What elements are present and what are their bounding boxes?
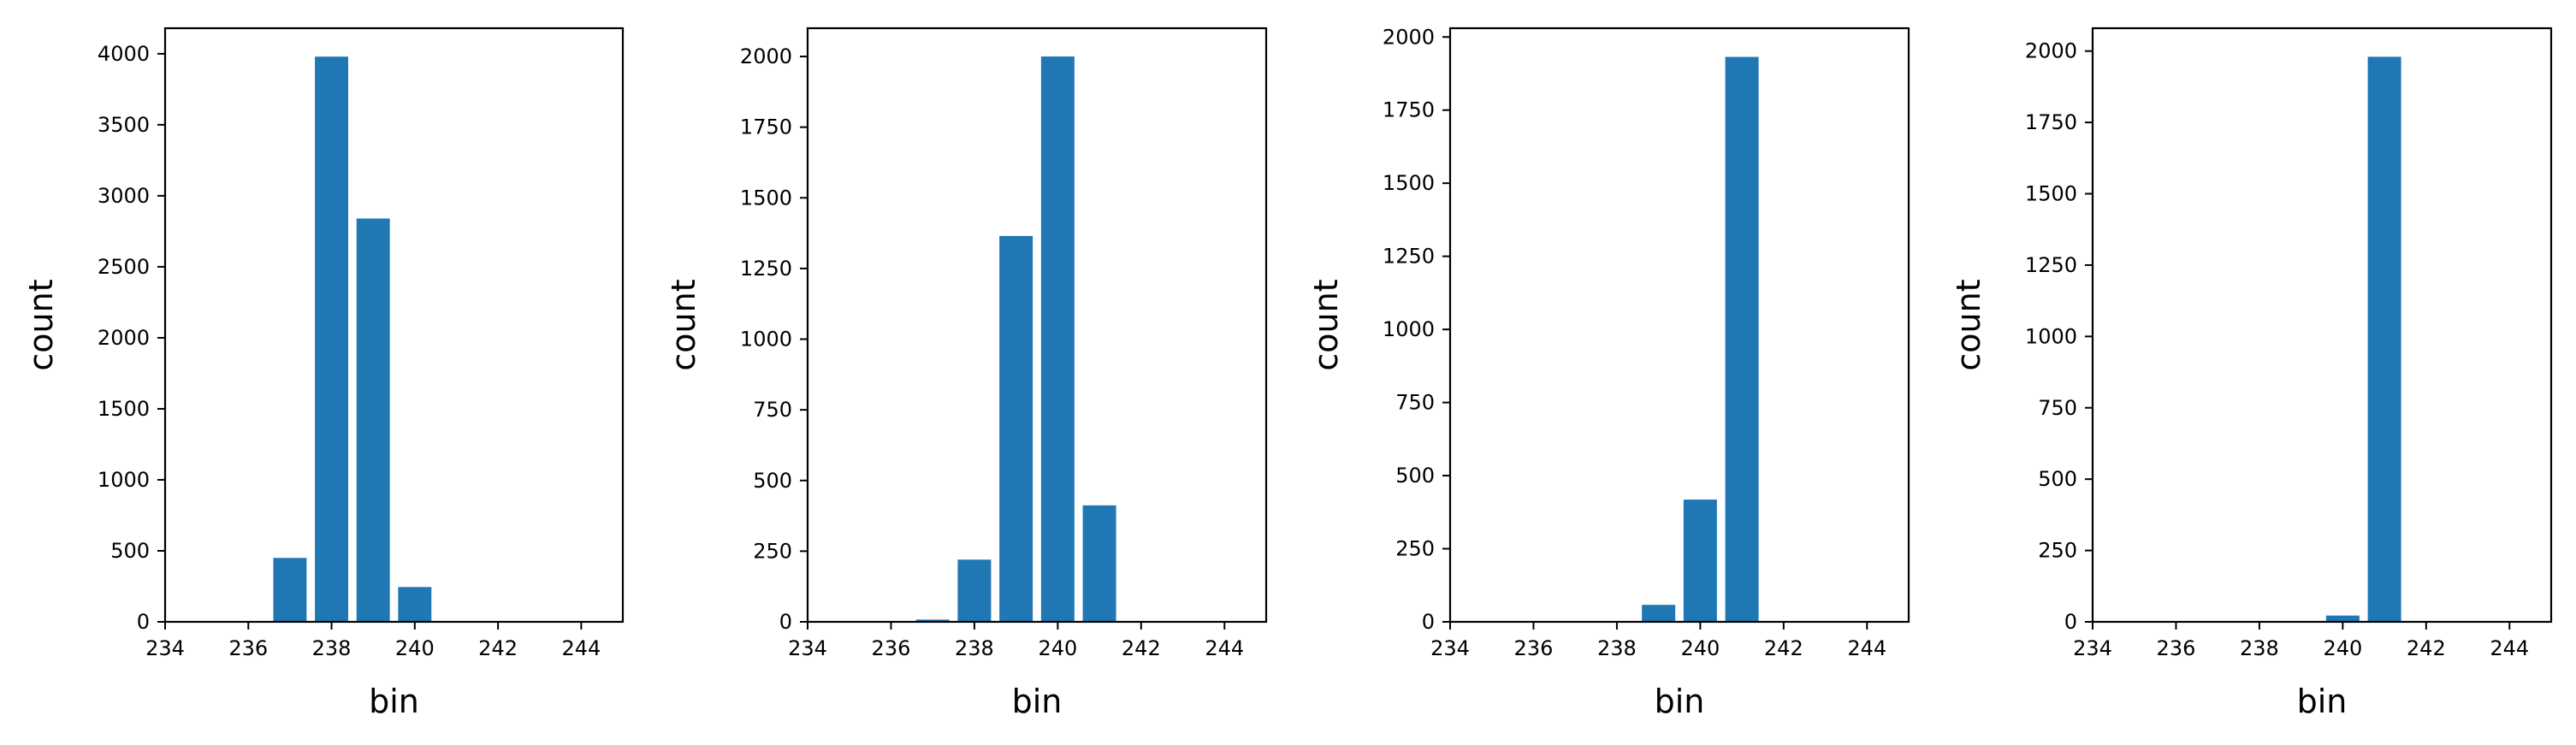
x-tick-label: 236 [1514,636,1554,660]
y-tick-label: 1750 [1383,98,1435,122]
y-tick-label: 0 [779,610,792,634]
axes-frame [2091,27,2553,624]
bar [315,56,348,622]
y-tick-label: 1750 [2025,110,2077,134]
bar [2367,56,2401,623]
x-tick-label: 242 [2407,636,2446,660]
x-tick-label: 234 [145,636,185,660]
y-tick-label: 1750 [740,115,792,139]
y-tick-label: 1500 [2025,182,2077,206]
x-tick-label: 244 [2490,636,2529,660]
x-axis-label: bin [1012,683,1063,720]
axes-frame [806,27,1268,624]
y-tick-label: 750 [753,398,792,422]
bar [999,235,1033,622]
y-tick-label: 1500 [1383,171,1435,195]
bar [1642,605,1676,622]
y-tick-label: 1500 [740,186,792,210]
x-tick-label: 244 [1205,636,1244,660]
y-tick-label: 500 [110,539,150,563]
y-tick-label: 4000 [98,42,150,66]
y-tick-label: 500 [753,469,792,493]
y-tick-label: 2000 [1383,25,1435,49]
y-tick-label: 500 [2038,467,2077,491]
y-tick-label: 2000 [2025,39,2077,63]
bar [1683,500,1717,622]
y-tick-label: 250 [2038,539,2077,563]
y-tick-label: 1000 [1383,317,1435,341]
axes-frame [163,27,625,624]
x-tick-label: 234 [788,636,827,660]
y-tick-label: 0 [137,610,150,634]
subplot-1: 234 236 238 240 242 244 0 500 1000 1500 2000 2500 30… [22,27,625,720]
subplot-4: 234 236 238 240 242 244 0 250 500 750 1000 1250 1500… [1950,27,2553,720]
x-tick-label: 240 [2323,636,2362,660]
y-tick-label: 2000 [740,44,792,68]
x-axis-label: bin [369,683,419,720]
bar [1082,505,1116,622]
x-tick-label: 238 [312,636,352,660]
y-tick-label: 0 [1422,610,1435,634]
bar [273,558,307,622]
y-tick-label: 2000 [98,326,150,350]
bar [398,587,432,622]
y-axis-label: count [1950,279,1987,370]
x-tick-label: 242 [1764,636,1803,660]
x-tick-label: 238 [955,636,994,660]
x-tick-label: 240 [1038,636,1077,660]
y-axis-label: count [1307,279,1345,370]
bar [1725,56,1759,622]
y-axis-label: count [665,279,702,370]
x-tick-label: 238 [1597,636,1637,660]
y-tick-label: 750 [1395,391,1435,415]
x-tick-label: 240 [395,636,435,660]
y-tick-label: 1000 [98,468,150,492]
y-tick-label: 1250 [1383,245,1435,269]
x-tick-label: 242 [478,636,518,660]
x-tick-label: 238 [2240,636,2279,660]
x-tick-label: 244 [1847,636,1886,660]
y-tick-label: 1250 [2025,253,2077,277]
y-tick-label: 1000 [2025,324,2077,348]
y-tick-label: 0 [2064,610,2077,634]
subplot-2: 234 236 238 240 242 244 0 250 500 750 1000 1250 1500… [665,27,1268,720]
y-tick-label: 750 [2038,396,2077,420]
y-tick-label: 3000 [98,184,150,208]
y-axis-label: count [22,279,60,370]
bar [957,559,992,622]
bar [2325,615,2360,622]
x-tick-label: 234 [1430,636,1470,660]
x-tick-label: 236 [228,636,268,660]
y-tick-label: 250 [753,539,792,563]
x-tick-label: 244 [561,636,601,660]
y-tick-label: 3500 [98,113,150,137]
x-axis-label: bin [2297,683,2348,720]
bar [915,619,950,622]
bar [356,218,390,623]
y-tick-label: 500 [1395,464,1435,488]
bar [1040,56,1075,623]
x-tick-label: 234 [2073,636,2112,660]
x-tick-label: 240 [1680,636,1720,660]
y-tick-label: 1250 [740,257,792,281]
y-tick-label: 1500 [98,397,150,421]
x-tick-label: 242 [1122,636,1161,660]
subplot-3: 234 236 238 240 242 244 0 250 500 750 1000 1250 1500… [1307,25,1910,720]
y-tick-label: 1000 [740,328,792,352]
y-tick-label: 250 [1395,537,1435,561]
y-tick-label: 2500 [98,255,150,279]
axes-frame [1448,27,1910,624]
x-tick-label: 236 [2157,636,2196,660]
x-axis-label: bin [1655,683,1705,720]
x-tick-label: 236 [872,636,911,660]
